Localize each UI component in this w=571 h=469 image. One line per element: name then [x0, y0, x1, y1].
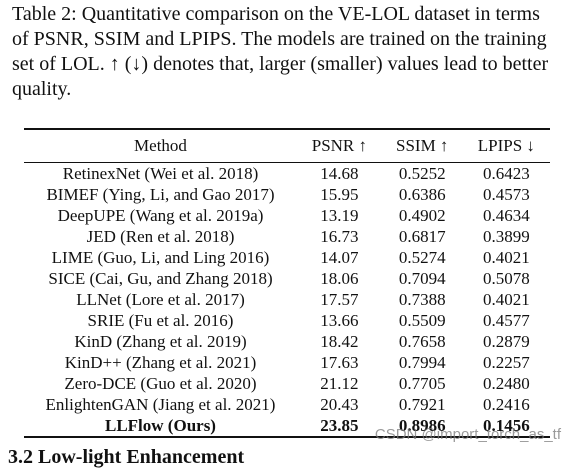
cell-psnr: 17.57 — [320, 290, 359, 309]
cell-psnr: 15.95 — [320, 185, 359, 204]
table-row: JED (Ren et al. 2018) 16.73 0.6817 0.3899 — [24, 226, 550, 247]
cell-ssim: 0.7921 — [398, 395, 446, 414]
cell-ssim: 0.6386 — [398, 185, 446, 204]
table-row: LIME (Guo, Li, and Ling 2016) 14.07 0.5274… — [24, 247, 550, 268]
cell-psnr: 13.19 — [320, 206, 359, 225]
table-caption: Table 2: Quantitative comparison on the … — [12, 3, 549, 100]
cell-method: DeepUPE (Wang et al. 2019a) — [57, 206, 264, 225]
table-row: BIMEF (Ying, Li, and Gao 2017) 15.95 0.638… — [24, 184, 550, 205]
cell-ssim: 0.6817 — [398, 227, 446, 246]
cell-lpips: 0.2416 — [482, 395, 530, 414]
cell-method: SICE (Cai, Gu, and Zhang 2018) — [48, 269, 273, 288]
cell-method: KinD (Zhang et al. 2019) — [74, 332, 247, 351]
cell-method: LLFlow (Ours) — [105, 416, 216, 435]
cell-psnr: 17.63 — [320, 353, 359, 372]
table-row: EnlightenGAN (Jiang et al. 2021) 20.43 0.7… — [24, 394, 550, 415]
cell-lpips: 0.6423 — [482, 164, 530, 183]
table-row: SRIE (Fu et al. 2016) 13.66 0.5509 0.4577 — [24, 310, 550, 331]
results-table: Method PSNR ↑ SSIM ↑ LPIPS ↓ RetinexNet … — [24, 128, 550, 438]
cell-ssim: 0.7388 — [398, 290, 446, 309]
cell-ssim: 0.7994 — [398, 353, 446, 372]
cell-method: LIME (Guo, Li, and Ling 2016) — [51, 248, 270, 267]
header-method: Method — [134, 136, 187, 155]
cell-method: LLNet (Lore et al. 2017) — [76, 290, 245, 309]
cell-psnr: 14.07 — [320, 248, 359, 267]
cell-method: EnlightenGAN (Jiang et al. 2021) — [45, 395, 276, 414]
table-row: DeepUPE (Wang et al. 2019a) 13.19 0.4902 0.… — [24, 205, 550, 226]
cell-lpips: 0.5078 — [482, 269, 530, 288]
header-psnr: PSNR ↑ — [311, 136, 368, 155]
cell-lpips: 0.4021 — [482, 290, 530, 309]
cell-lpips: 0.3899 — [482, 227, 530, 246]
table-row: LLFlow (Ours) 23.85 0.8986 0.1456 — [24, 415, 550, 437]
header-ssim: SSIM ↑ — [396, 136, 449, 155]
table-header-row: Method PSNR ↑ SSIM ↑ LPIPS ↓ — [24, 129, 550, 163]
cell-lpips: 0.4573 — [482, 185, 530, 204]
table-row: SICE (Cai, Gu, and Zhang 2018) 18.06 0.709… — [24, 268, 550, 289]
cell-ssim: 0.7705 — [398, 374, 446, 393]
table-row: Zero-DCE (Guo et al. 2020) 21.12 0.7705 0.2… — [24, 373, 550, 394]
table-row: KinD++ (Zhang et al. 2021) 17.63 0.7994 0.2… — [24, 352, 550, 373]
cell-method: RetinexNet (Wei et al. 2018) — [62, 164, 259, 183]
cell-lpips: 0.2480 — [482, 374, 530, 393]
cell-method: Zero-DCE (Guo et al. 2020) — [64, 374, 257, 393]
cell-lpips: 0.4634 — [482, 206, 530, 225]
cell-method: JED (Ren et al. 2018) — [86, 227, 235, 246]
cell-ssim: 0.8986 — [398, 416, 446, 435]
cell-ssim: 0.5252 — [398, 164, 446, 183]
header-lpips: LPIPS ↓ — [477, 136, 535, 155]
cell-ssim: 0.5509 — [398, 311, 446, 330]
cell-method: KinD++ (Zhang et al. 2021) — [64, 353, 257, 372]
cell-lpips: 0.4577 — [482, 311, 530, 330]
cell-ssim: 0.4902 — [398, 206, 446, 225]
cell-method: SRIE (Fu et al. 2016) — [87, 311, 234, 330]
cell-ssim: 0.7094 — [398, 269, 446, 288]
cell-psnr: 18.42 — [320, 332, 359, 351]
cell-lpips: 0.2257 — [482, 353, 530, 372]
cell-lpips: 0.1456 — [482, 416, 530, 435]
table-row: LLNet (Lore et al. 2017) 17.57 0.7388 0.402… — [24, 289, 550, 310]
cell-psnr: 23.85 — [320, 416, 359, 435]
cell-psnr: 21.12 — [320, 374, 359, 393]
results-table-container: Method PSNR ↑ SSIM ↑ LPIPS ↓ RetinexNet … — [24, 128, 550, 438]
cell-psnr: 18.06 — [320, 269, 359, 288]
cell-ssim: 0.7658 — [398, 332, 446, 351]
cell-lpips: 0.4021 — [482, 248, 530, 267]
cell-psnr: 16.73 — [320, 227, 359, 246]
cell-psnr: 20.43 — [320, 395, 359, 414]
table-row: RetinexNet (Wei et al. 2018) 14.68 0.5252 0… — [24, 163, 550, 185]
cell-method: BIMEF (Ying, Li, and Gao 2017) — [46, 185, 275, 204]
watermark: CSDN @import_torch_as_tf — [374, 426, 561, 443]
table-body: RetinexNet (Wei et al. 2018) 14.68 0.5252 0… — [24, 163, 550, 437]
table-row: KinD (Zhang et al. 2019) 18.42 0.7658 0.287… — [24, 331, 550, 352]
cell-psnr: 13.66 — [320, 311, 359, 330]
cell-lpips: 0.2879 — [482, 332, 530, 351]
cell-ssim: 0.5274 — [398, 248, 446, 267]
cell-psnr: 14.68 — [320, 164, 359, 183]
next-section-heading: 3.2 Low-light Enhancement — [8, 446, 245, 468]
